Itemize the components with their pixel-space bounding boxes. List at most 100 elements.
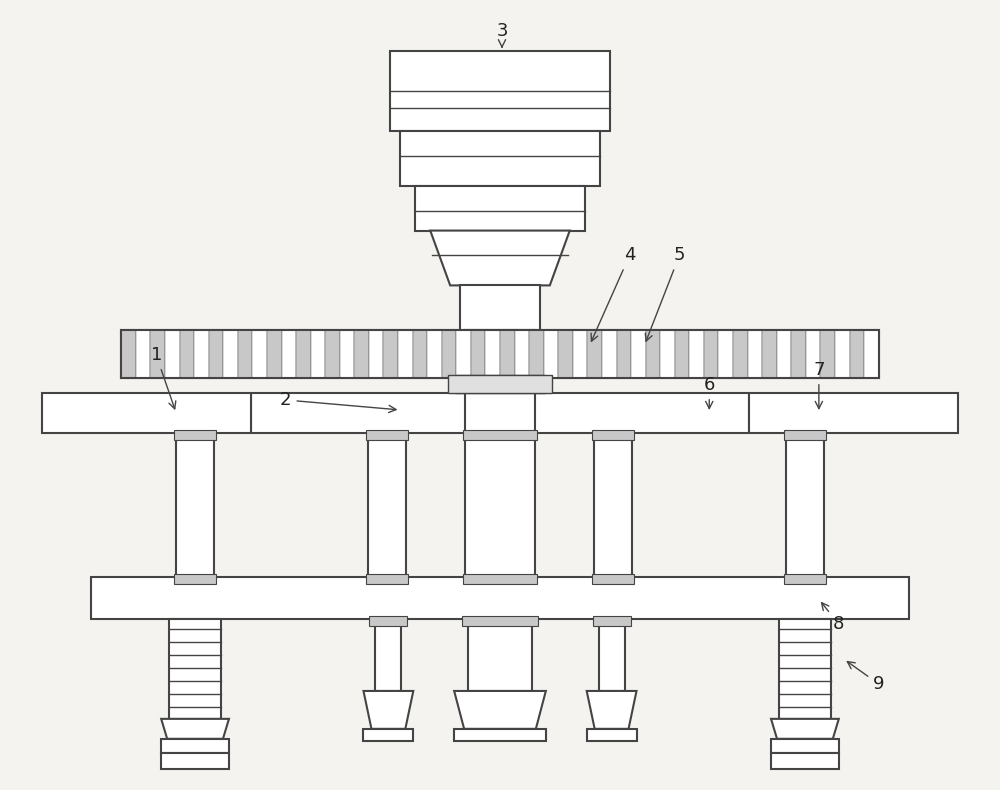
Bar — [161, 739, 229, 753]
Bar — [369, 616, 407, 626]
Bar — [121, 330, 879, 378]
Polygon shape — [771, 753, 839, 769]
Text: 5: 5 — [645, 246, 685, 341]
Bar — [282, 330, 296, 378]
Bar — [593, 616, 631, 626]
Bar — [252, 330, 267, 378]
Bar — [91, 577, 909, 619]
Bar — [748, 330, 762, 378]
Bar — [150, 330, 165, 378]
Text: 4: 4 — [591, 246, 635, 341]
Bar — [468, 619, 532, 691]
Bar — [617, 330, 631, 378]
Bar — [194, 330, 209, 378]
Bar — [363, 729, 413, 741]
Bar — [121, 330, 879, 378]
Bar — [733, 330, 748, 378]
Bar — [631, 330, 646, 378]
Bar — [465, 330, 535, 433]
Bar — [471, 330, 485, 378]
Bar — [592, 574, 634, 585]
Bar — [529, 330, 544, 378]
Bar — [174, 430, 216, 440]
Bar — [223, 330, 238, 378]
Bar — [835, 330, 850, 378]
Bar — [777, 330, 791, 378]
Bar — [296, 330, 311, 378]
Bar — [238, 330, 252, 378]
Bar — [784, 574, 826, 585]
Text: 1: 1 — [151, 346, 176, 409]
Bar — [42, 393, 251, 433]
Bar — [558, 330, 573, 378]
Bar — [366, 430, 408, 440]
Bar — [454, 729, 546, 741]
Text: 3: 3 — [496, 22, 508, 47]
Bar — [368, 433, 406, 577]
Polygon shape — [587, 691, 637, 729]
Bar — [251, 393, 749, 433]
Polygon shape — [430, 231, 570, 285]
Bar — [771, 739, 839, 753]
Bar — [427, 330, 442, 378]
Bar — [762, 330, 777, 378]
Bar — [485, 330, 500, 378]
Bar — [465, 433, 535, 577]
Bar — [784, 430, 826, 440]
Polygon shape — [161, 753, 229, 769]
Bar — [413, 330, 427, 378]
Bar — [573, 330, 587, 378]
Bar — [209, 330, 223, 378]
Bar — [779, 619, 831, 719]
Bar — [169, 619, 221, 719]
Bar — [602, 330, 617, 378]
Bar — [455, 375, 545, 393]
Text: 8: 8 — [822, 603, 844, 634]
Polygon shape — [771, 719, 839, 739]
Bar — [390, 51, 610, 131]
Bar — [398, 330, 413, 378]
Bar — [176, 433, 214, 577]
Bar — [689, 330, 704, 378]
Bar — [806, 330, 820, 378]
Bar — [340, 330, 354, 378]
Bar — [599, 619, 625, 691]
Text: 9: 9 — [847, 661, 884, 693]
Bar — [850, 330, 864, 378]
Bar — [460, 285, 540, 335]
Bar — [267, 330, 282, 378]
Bar — [400, 131, 600, 186]
Bar — [820, 330, 835, 378]
Bar — [448, 375, 552, 393]
Bar — [791, 330, 806, 378]
Bar — [463, 430, 537, 440]
Bar — [415, 186, 585, 231]
Bar — [749, 393, 958, 433]
Bar — [544, 330, 558, 378]
Bar — [311, 330, 325, 378]
Polygon shape — [161, 719, 229, 739]
Polygon shape — [454, 691, 546, 729]
Bar — [354, 330, 369, 378]
Text: 2: 2 — [280, 391, 396, 412]
Bar — [660, 330, 675, 378]
Bar — [515, 330, 529, 378]
Bar — [500, 330, 515, 378]
Bar — [864, 330, 879, 378]
Bar — [165, 330, 180, 378]
Bar — [136, 330, 150, 378]
Bar — [786, 433, 824, 577]
Polygon shape — [363, 691, 413, 729]
Bar — [375, 619, 401, 691]
Text: 7: 7 — [813, 361, 825, 408]
Bar — [587, 729, 637, 741]
Bar — [121, 330, 136, 378]
Bar — [325, 330, 340, 378]
Text: 6: 6 — [704, 376, 715, 408]
Bar — [442, 330, 456, 378]
Bar — [594, 433, 632, 577]
Bar — [383, 330, 398, 378]
Bar — [646, 330, 660, 378]
Bar — [675, 330, 689, 378]
Bar — [366, 574, 408, 585]
